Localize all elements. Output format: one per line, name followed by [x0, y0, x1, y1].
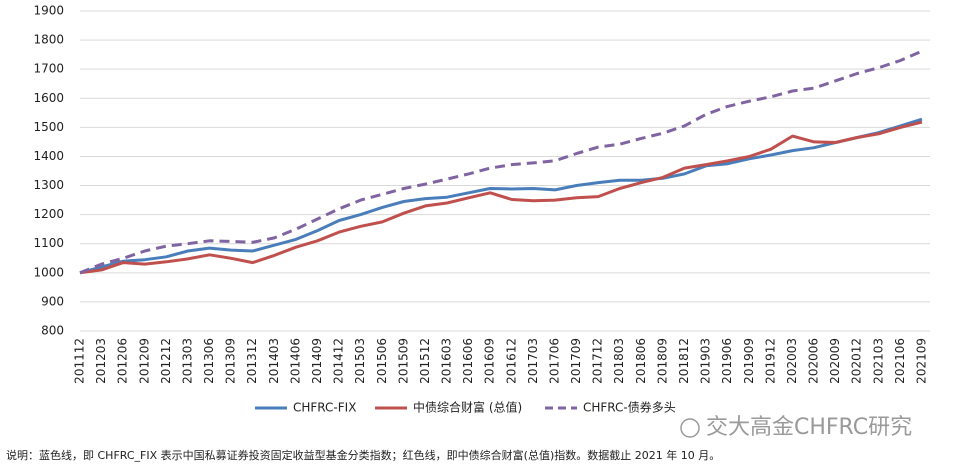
x-tick-label: 201703 — [526, 338, 540, 384]
x-tick-label: 201209 — [137, 338, 151, 384]
x-tick-label: 201212 — [159, 338, 173, 384]
x-tick-label: 201806 — [634, 338, 648, 384]
x-tick-label: 201906 — [720, 338, 734, 384]
x-tick-label: 202012 — [850, 338, 864, 384]
x-tick-label: 201403 — [267, 338, 281, 384]
x-tick-label: 201203 — [94, 338, 108, 384]
x-tick-label: 201412 — [332, 338, 346, 384]
x-tick-label: 201909 — [742, 338, 756, 384]
y-tick-label: 1500 — [33, 120, 64, 134]
legend-label: CHFRC-FIX — [293, 401, 356, 415]
x-tick-label: 201709 — [569, 338, 583, 384]
x-tick-label: 201303 — [180, 338, 194, 384]
x-tick-label: 201706 — [547, 338, 561, 384]
x-tick-label: 201206 — [116, 338, 130, 384]
y-tick-label: 1300 — [33, 178, 64, 192]
x-tick-label: 201309 — [224, 338, 238, 384]
x-tick-label: 201612 — [504, 338, 518, 384]
legend-label: CHFRC-债券多头 — [583, 400, 676, 415]
y-tick-label: 1700 — [33, 62, 64, 76]
x-tick-label: 201409 — [310, 338, 324, 384]
x-tick-label: 201306 — [202, 338, 216, 384]
x-tick-label: 201506 — [375, 338, 389, 384]
x-tick-label: 201603 — [440, 338, 454, 384]
x-tick-label: 202106 — [893, 338, 907, 384]
x-tick-label: 201312 — [245, 338, 259, 384]
y-tick-label: 900 — [41, 294, 64, 308]
x-tick-label: 201112 — [73, 338, 87, 384]
x-tick-label: 202109 — [915, 338, 929, 384]
series-line — [79, 120, 923, 275]
watermark: 交大高金CHFRC研究 — [706, 415, 912, 440]
y-tick-label: 1900 — [33, 4, 64, 18]
x-tick-label: 201609 — [483, 338, 497, 384]
y-tick-label: 800 — [41, 324, 64, 338]
y-tick-label: 1600 — [33, 91, 64, 105]
x-tick-label: 201503 — [353, 338, 367, 384]
y-tick-label: 1800 — [33, 33, 64, 47]
x-tick-label: 201812 — [677, 338, 691, 384]
series-line — [79, 49, 923, 275]
x-tick-label: 202103 — [871, 338, 885, 384]
y-tick-label: 1200 — [33, 207, 64, 221]
x-tick-label: 201712 — [591, 338, 605, 384]
x-tick-label: 201903 — [699, 338, 713, 384]
legend-label: 中债综合财富 (总值) — [413, 400, 522, 415]
x-tick-label: 201512 — [418, 338, 432, 384]
series-line — [79, 117, 923, 275]
x-tick-label: 202009 — [828, 338, 842, 384]
note: 说明：蓝色线，即 CHFRC_FIX 表示中国私募证券投资固定收益型基金分类指数… — [6, 448, 720, 462]
y-tick-label: 1000 — [33, 265, 64, 279]
x-tick-label: 201509 — [396, 338, 410, 384]
y-tick-label: 1400 — [33, 149, 64, 163]
x-tick-label: 202003 — [785, 338, 799, 384]
x-tick-label: 201809 — [655, 338, 669, 384]
x-tick-label: 201803 — [612, 338, 626, 384]
watermark-icon — [680, 418, 700, 438]
y-tick-label: 1100 — [33, 236, 64, 250]
x-tick-label: 201912 — [763, 338, 777, 384]
x-tick-label: 201406 — [288, 338, 302, 384]
x-tick-label: 202006 — [807, 338, 821, 384]
x-tick-label: 201606 — [461, 338, 475, 384]
